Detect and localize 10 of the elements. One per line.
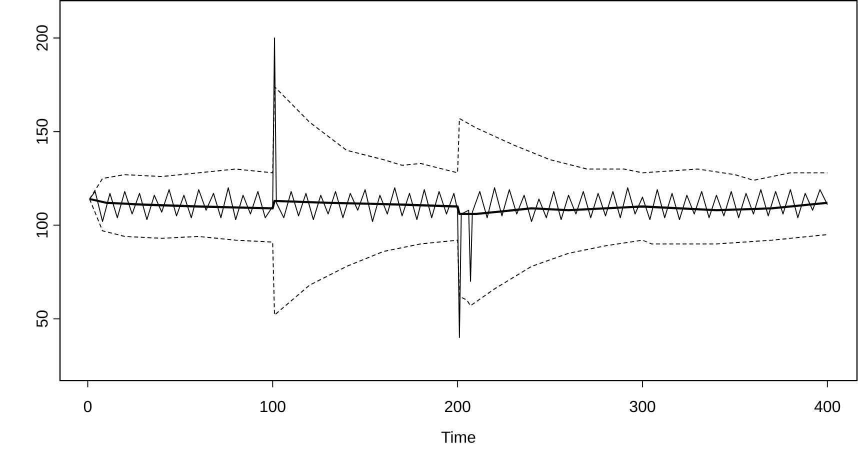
- y-tick-label: 100: [36, 212, 48, 238]
- x-tick-label: 100: [260, 401, 286, 412]
- x-tick-label: 300: [630, 401, 656, 412]
- x-axis-title: Time: [441, 431, 476, 444]
- y-tick-label: 200: [36, 26, 48, 51]
- x-tick-label: 400: [814, 401, 840, 412]
- y-tick-label: 50: [36, 310, 48, 328]
- x-tick-label: 0: [84, 401, 92, 412]
- y-tick-label: 150: [36, 119, 48, 144]
- x-tick-label: 200: [445, 401, 470, 412]
